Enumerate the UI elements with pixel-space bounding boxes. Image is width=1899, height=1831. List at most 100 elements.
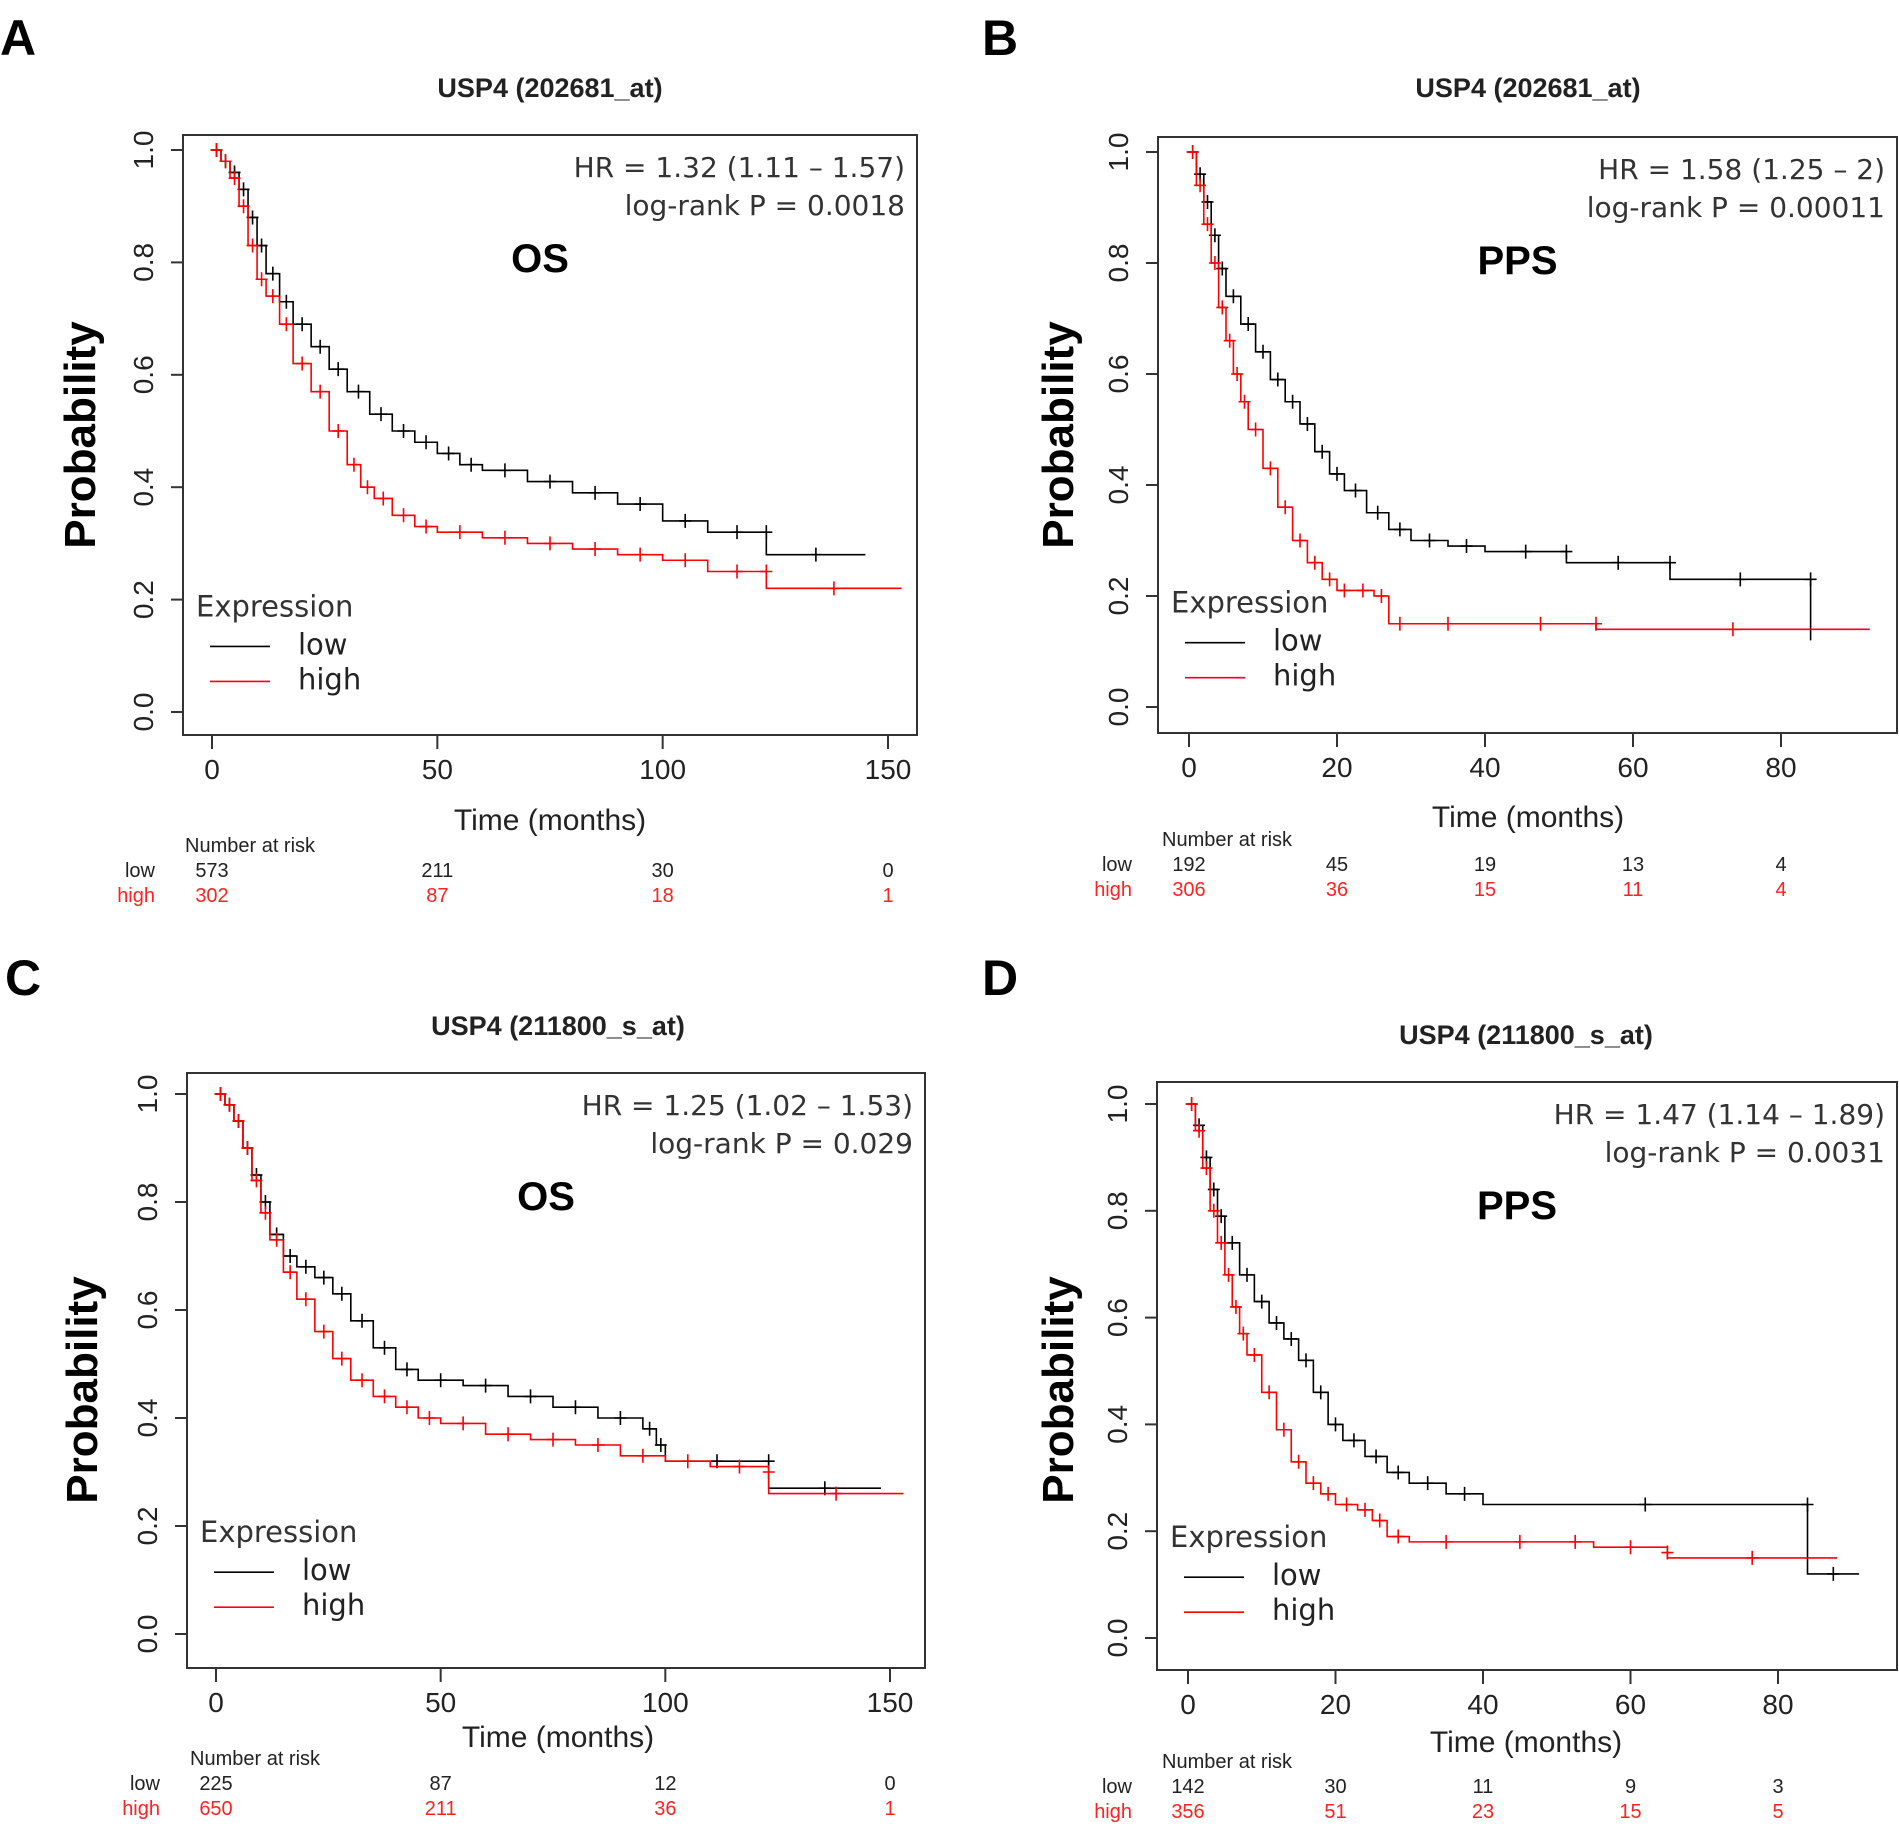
censor-mark-high xyxy=(544,536,556,551)
risk-count-high: 87 xyxy=(426,885,448,907)
risk-count-low: 573 xyxy=(195,860,228,882)
panel-label: C xyxy=(5,950,41,1006)
censor-mark-low xyxy=(1314,1385,1327,1400)
y-tick-label: 0.6 xyxy=(1103,355,1134,394)
censor-mark-high xyxy=(681,1454,694,1469)
y-axis-label: Probability xyxy=(1034,1276,1083,1504)
censor-mark-high xyxy=(634,547,647,562)
censor-mark-high xyxy=(237,199,250,214)
censor-mark-high xyxy=(1264,461,1277,476)
censor-mark-high xyxy=(1340,1497,1353,1512)
risk-count-low: 225 xyxy=(199,1773,232,1795)
censor-mark-low xyxy=(1301,416,1314,431)
censor-mark-low xyxy=(1421,1476,1434,1491)
censor-mark-low xyxy=(1392,1465,1405,1480)
censor-mark-high xyxy=(1624,1540,1637,1555)
censor-mark-low xyxy=(731,525,744,540)
risk-count-low: 211 xyxy=(421,860,453,882)
y-tick-label: 0.2 xyxy=(128,580,159,619)
censor-mark-high xyxy=(296,356,309,371)
x-axis-label: Time (months) xyxy=(462,1721,654,1754)
plot-title: USP4 (211800_s_at) xyxy=(431,1011,685,1041)
censor-mark-high xyxy=(1440,1534,1453,1549)
censor-mark-low xyxy=(442,446,455,461)
censor-mark-low xyxy=(524,1389,537,1404)
censor-mark-high xyxy=(1207,1203,1220,1218)
logrank-p-text: log-rank P = 0.029 xyxy=(650,1127,913,1160)
censor-mark-high xyxy=(284,1265,297,1280)
censor-mark-low xyxy=(760,525,773,540)
y-tick-label: 1.0 xyxy=(128,131,159,170)
risk-count-low: 13 xyxy=(1622,854,1644,876)
censor-mark-low xyxy=(335,1286,348,1301)
plot-frame xyxy=(1157,136,1898,734)
y-axis-label: Probability xyxy=(56,321,105,549)
y-tick-label: 0.0 xyxy=(1102,1619,1133,1658)
censor-mark-low xyxy=(1349,483,1362,498)
censor-mark-high xyxy=(250,1173,263,1188)
survival-curve-high xyxy=(216,1093,904,1495)
censor-mark-high xyxy=(591,1438,604,1452)
legend-label-low: low xyxy=(1272,1558,1322,1592)
risk-table-header: Number at risk xyxy=(1162,1751,1293,1773)
x-tick-label: 0 xyxy=(208,1687,224,1718)
censor-mark-high xyxy=(1231,367,1244,381)
censor-mark-high xyxy=(228,171,241,186)
censor-mark-low xyxy=(1519,544,1532,559)
censor-mark-high xyxy=(589,542,602,557)
censor-mark-low xyxy=(654,1438,667,1452)
risk-count-high: 4 xyxy=(1775,879,1786,901)
y-tick-label: 0.0 xyxy=(1103,688,1134,727)
censor-mark-high xyxy=(1201,217,1214,232)
censor-mark-high xyxy=(1193,1123,1206,1138)
censor-mark-low xyxy=(614,1411,627,1425)
censor-mark-low xyxy=(1226,1235,1239,1250)
censor-mark-high xyxy=(1208,256,1221,270)
censor-mark-high xyxy=(1292,1454,1305,1469)
censor-mark-high xyxy=(335,1351,348,1366)
censor-mark-high xyxy=(1661,1545,1674,1560)
risk-count-high: 36 xyxy=(1326,879,1348,901)
risk-count-low: 87 xyxy=(430,1773,452,1795)
censor-mark-high xyxy=(317,1324,330,1339)
y-tick-label: 0.8 xyxy=(1102,1191,1133,1230)
censor-mark-high xyxy=(1393,616,1406,631)
censor-mark-low xyxy=(465,457,478,472)
survival-curve-high xyxy=(212,149,902,590)
risk-row-label-low: low xyxy=(130,1773,161,1795)
censor-mark-high xyxy=(223,1097,236,1112)
panel-b: B USP4 (202681_at) 0.0 0.2 0.4 0.6 0.8 1.0 0 20 40… xyxy=(982,10,1898,901)
x-tick-label: 20 xyxy=(1321,752,1352,783)
censor-mark-high xyxy=(1186,145,1199,159)
risk-count-high: 356 xyxy=(1171,1801,1204,1823)
censor-mark-high xyxy=(314,384,327,399)
plot-title: USP4 (202681_at) xyxy=(437,73,662,103)
censor-mark-low xyxy=(643,1421,656,1436)
x-tick-label: 50 xyxy=(422,754,453,785)
risk-table-header: Number at risk xyxy=(185,835,316,857)
censor-mark-high xyxy=(547,1432,559,1447)
risk-count-high: 15 xyxy=(1619,1801,1641,1823)
censor-mark-high xyxy=(1277,1422,1290,1437)
y-tick-label: 0.6 xyxy=(128,355,159,394)
risk-table-header: Number at risk xyxy=(190,1748,321,1770)
censor-mark-high xyxy=(762,1465,775,1479)
censor-mark-low xyxy=(1271,372,1284,387)
risk-count-low: 4 xyxy=(1775,854,1786,876)
censor-mark-low xyxy=(569,1400,582,1415)
censor-mark-high xyxy=(423,1411,436,1425)
censor-mark-low xyxy=(332,362,345,377)
censor-mark-high xyxy=(219,154,232,169)
censor-mark-low xyxy=(1227,289,1240,304)
censor-mark-low xyxy=(352,384,365,399)
censor-mark-high xyxy=(210,143,223,157)
y-tick-label: 0.6 xyxy=(132,1291,163,1330)
censor-mark-low xyxy=(1270,1315,1283,1330)
risk-count-low: 12 xyxy=(654,1773,676,1795)
x-tick-label: 0 xyxy=(1180,1689,1196,1720)
risk-count-low: 142 xyxy=(1171,1776,1204,1798)
censor-mark-high xyxy=(760,564,773,579)
x-tick-label: 60 xyxy=(1615,1689,1646,1720)
plot-title: USP4 (202681_at) xyxy=(1415,73,1640,103)
